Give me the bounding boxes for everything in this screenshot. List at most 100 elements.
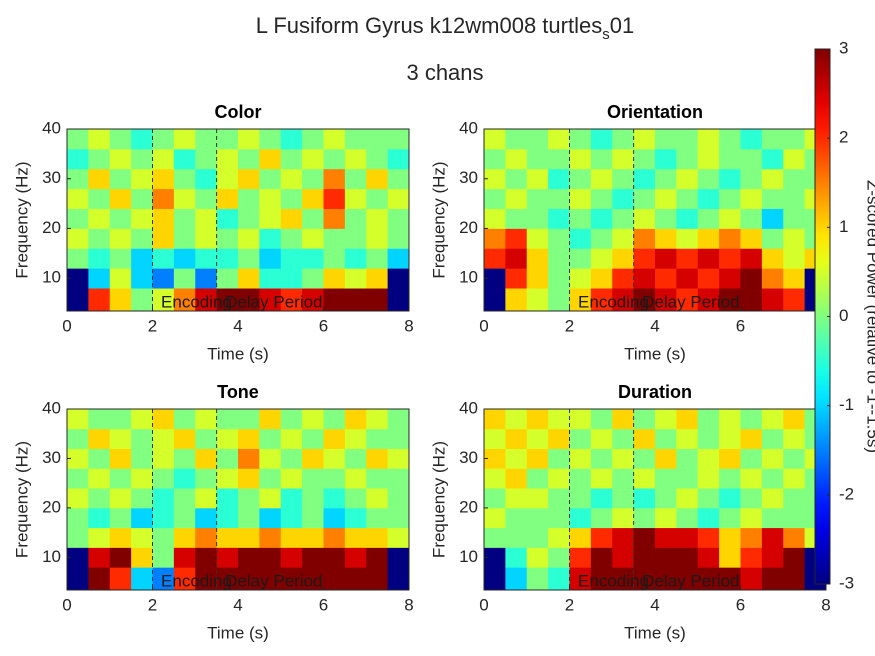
heatmap-cell xyxy=(131,488,153,509)
heatmap-cell xyxy=(238,448,260,469)
heatmap-cell xyxy=(484,148,506,170)
panel-title: Tone xyxy=(217,382,259,402)
heatmap-cell xyxy=(526,208,549,229)
heatmap-cell xyxy=(655,268,677,289)
heatmap-cell xyxy=(216,567,239,591)
x-tick-label: 2 xyxy=(565,595,574,614)
heatmap-cell xyxy=(302,448,324,469)
heatmap-cell xyxy=(88,507,111,529)
heatmap-cell xyxy=(505,507,528,529)
heatmap-cell xyxy=(484,488,506,509)
heatmap-cell xyxy=(612,168,635,190)
heatmap-cell xyxy=(740,488,763,509)
heatmap-cell xyxy=(387,488,410,509)
heatmap-cell xyxy=(344,567,367,591)
heatmap-cell xyxy=(505,547,528,568)
heatmap-cell xyxy=(387,527,410,548)
heatmap-cell xyxy=(633,188,656,209)
heatmap-cell xyxy=(505,567,528,591)
heatmap-cell xyxy=(548,409,570,430)
heatmap-cell xyxy=(195,268,218,289)
heatmap-cell xyxy=(719,288,741,312)
heatmap-cell xyxy=(676,547,699,568)
heatmap-cell xyxy=(697,288,720,312)
heatmap-cell xyxy=(366,288,389,312)
heatmap-cell xyxy=(109,208,132,229)
heatmap-cell xyxy=(67,208,89,229)
annotation: Delay Period xyxy=(225,293,322,312)
heatmap-cell xyxy=(152,567,175,591)
heatmap-cell xyxy=(612,527,635,548)
heatmap-cell xyxy=(697,507,720,529)
heatmap-cell xyxy=(719,208,741,229)
heatmap-cell xyxy=(344,507,367,529)
heatmap-cell xyxy=(366,567,389,591)
heatmap-cell xyxy=(344,188,367,209)
heatmap-cell xyxy=(526,547,549,568)
heatmap-cell xyxy=(569,409,592,430)
heatmap-cell xyxy=(505,448,528,469)
heatmap-cell xyxy=(676,507,699,529)
heatmap-cell xyxy=(216,188,239,209)
heatmap-cell xyxy=(548,188,570,209)
figure-subtitle: 3 chans xyxy=(406,60,483,85)
heatmap-cell xyxy=(238,148,260,170)
heatmap-cell xyxy=(783,507,806,529)
heatmap-cell xyxy=(152,468,175,489)
heatmap-cell xyxy=(697,547,720,568)
heatmap-cell xyxy=(761,188,784,209)
heatmap-cell xyxy=(238,188,260,209)
heatmap-cell xyxy=(783,448,806,469)
heatmap-cell xyxy=(152,409,175,430)
heatmap-cell xyxy=(67,288,89,312)
heatmap-cell xyxy=(280,288,303,312)
heatmap-cell xyxy=(109,527,132,548)
heatmap-cell xyxy=(697,268,720,289)
heatmap-cell xyxy=(761,507,784,529)
heatmap-cell xyxy=(548,268,570,289)
heatmap-cell xyxy=(387,208,410,229)
heatmap-cell xyxy=(387,148,410,170)
heatmap-cell xyxy=(612,188,635,209)
heatmap-cell xyxy=(740,448,763,469)
heatmap-cell xyxy=(590,448,613,469)
heatmap-cell xyxy=(67,409,89,430)
heatmap-cell xyxy=(259,208,282,229)
heatmap-cell xyxy=(216,507,239,529)
heatmap-cell xyxy=(366,468,389,489)
heatmap-cell xyxy=(569,547,592,568)
heatmap-cell xyxy=(280,188,303,209)
heatmap-cell xyxy=(484,188,506,209)
heatmap-cell xyxy=(484,527,506,548)
heatmap-cell xyxy=(216,468,239,489)
heatmap-cell xyxy=(548,428,570,449)
heatmap-cell xyxy=(505,228,528,249)
annotation: Encoding xyxy=(578,572,649,591)
heatmap-cell xyxy=(783,428,806,449)
heatmap-cell xyxy=(655,288,677,312)
heatmap-cell xyxy=(505,527,528,548)
heatmap-cell xyxy=(344,409,367,430)
heatmap-cell xyxy=(280,428,303,449)
heatmap-cell xyxy=(302,488,324,509)
x-tick-label: 8 xyxy=(404,316,413,335)
heatmap-cell xyxy=(633,248,656,269)
heatmap-cell xyxy=(323,208,346,229)
x-tick-label: 4 xyxy=(650,595,659,614)
heatmap-cell xyxy=(676,228,699,249)
heatmap-cell xyxy=(484,288,506,312)
heatmap-cell xyxy=(676,248,699,269)
heatmap-cell xyxy=(740,409,763,430)
heatmap-cell xyxy=(366,129,389,150)
heatmap-cell xyxy=(633,547,656,568)
heatmap-cell xyxy=(67,148,89,170)
heatmap-cell xyxy=(280,567,303,591)
heatmap-cell xyxy=(783,188,806,209)
x-tick-label: 4 xyxy=(233,316,242,335)
heatmap-cell xyxy=(323,129,346,150)
heatmap-cell xyxy=(109,168,132,190)
colorbar-tick-label: 3 xyxy=(839,38,848,57)
heatmap-cell xyxy=(109,567,132,591)
heatmap-cell xyxy=(109,148,132,170)
heatmap-cell xyxy=(88,488,111,509)
